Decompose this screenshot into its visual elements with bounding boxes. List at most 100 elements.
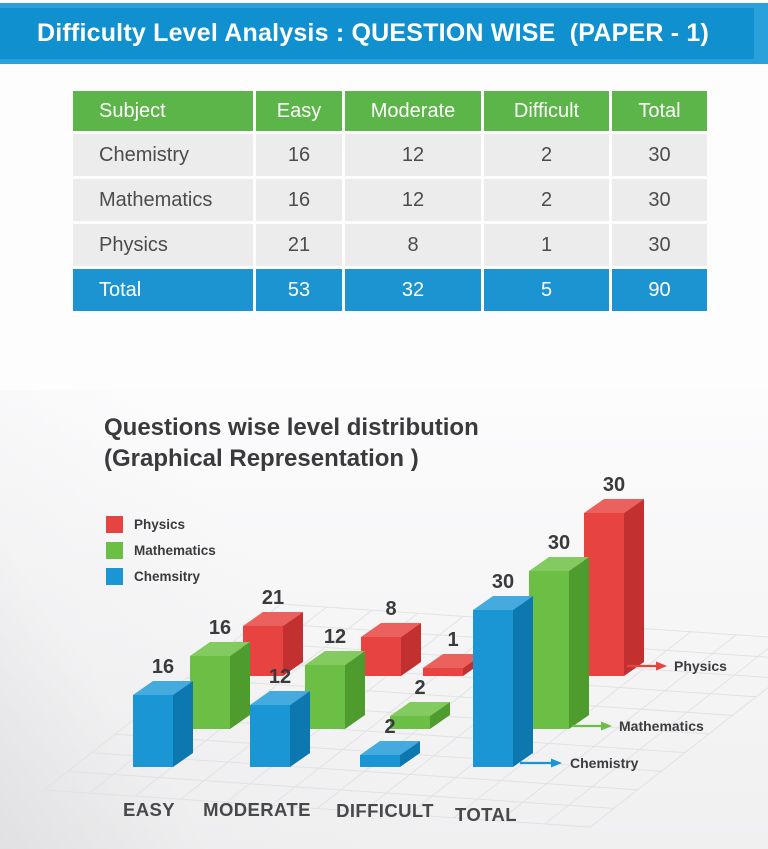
bar-chart-canvas: 21 8 1 30 Physics 16 12 2 30 Mathematics 16 12 2 30 Ch… xyxy=(43,474,768,828)
col-header-total: Total xyxy=(612,91,707,131)
legend-item-physics: Physics xyxy=(106,516,216,533)
cell-subject: Mathematics xyxy=(73,179,253,221)
bar-side-face xyxy=(513,596,533,767)
difficulty-table-section: Subject Easy Moderate Difficult Total Ch… xyxy=(70,88,710,314)
bar-side-face xyxy=(430,702,450,729)
chart-section: Questions wise level distribution (Graph… xyxy=(0,390,768,849)
cell-total-label: Total xyxy=(73,269,253,311)
cell-total-value: 90 xyxy=(612,269,707,311)
cell-value: 30 xyxy=(612,179,707,221)
series-mathematics: 16 12 2 30 Mathematics xyxy=(190,532,704,734)
cell-value: 16 xyxy=(256,134,342,176)
cell-total-value: 5 xyxy=(484,269,609,311)
bar-mathematics-easy xyxy=(190,656,230,729)
table-header-row: Subject Easy Moderate Difficult Total xyxy=(73,91,707,131)
table-total-row: Total 53 32 5 90 xyxy=(73,269,707,311)
cell-value: 8 xyxy=(345,224,481,266)
bar-value-label: 30 xyxy=(492,571,514,593)
bar-value-label: 12 xyxy=(324,626,346,648)
cell-total-value: 53 xyxy=(256,269,342,311)
bar-mathematics-total xyxy=(529,571,569,729)
cell-value: 12 xyxy=(345,134,481,176)
category-label: MODERATE xyxy=(203,799,311,820)
col-header-subject: Subject xyxy=(73,91,253,131)
difficulty-table: Subject Easy Moderate Difficult Total Ch… xyxy=(70,88,710,314)
series-arrow-head xyxy=(601,721,612,731)
col-header-easy: Easy xyxy=(256,91,342,131)
legend-swatch-physics xyxy=(106,516,123,533)
cell-value: 30 xyxy=(612,224,707,266)
legend-label: Physics xyxy=(134,517,186,532)
legend-item-mathematics: Mathematics xyxy=(106,542,216,559)
bar-side-face xyxy=(290,691,310,767)
bar-value-label: 8 xyxy=(385,598,396,620)
table-row-mathematics: Mathematics 16 12 2 30 xyxy=(73,179,707,221)
bar-side-face xyxy=(230,642,250,729)
bar-side-face xyxy=(401,623,421,676)
legend-label: Mathematics xyxy=(134,543,216,558)
cell-value: 2 xyxy=(484,179,609,221)
chart-legend: Physics Mathematics Chemsitry xyxy=(106,516,216,594)
bar-mathematics-moderate xyxy=(305,665,345,729)
banner-main: Difficulty Level Analysis : QUESTION WIS… xyxy=(0,8,754,59)
series-arrow-head xyxy=(656,661,667,671)
cell-value: 2 xyxy=(484,134,609,176)
category-label: DIFFICULT xyxy=(336,800,434,821)
chart-title-line1: Questions wise level distribution xyxy=(104,414,479,441)
cell-total-value: 32 xyxy=(345,269,481,311)
bar-value-label: 16 xyxy=(209,617,231,639)
cell-value: 1 xyxy=(484,224,609,266)
bar-physics-total xyxy=(584,513,624,676)
bar-chemistry-difficult xyxy=(360,755,400,767)
cell-value: 21 xyxy=(256,224,342,266)
bar-physics-difficult xyxy=(423,668,463,676)
bar-value-label: 30 xyxy=(548,532,570,554)
bar-value-label: 30 xyxy=(603,474,625,496)
bar-chemistry-easy xyxy=(133,695,173,767)
category-label: TOTAL xyxy=(455,804,517,825)
legend-swatch-mathematics xyxy=(106,542,123,559)
series-arrow-head xyxy=(551,758,562,768)
bar-side-face xyxy=(345,651,365,729)
bar-side-face xyxy=(173,681,193,767)
bar-side-face xyxy=(400,741,420,767)
chart-title-line2: (Graphical Representation ) xyxy=(104,445,419,472)
table-row-chemistry: Chemistry 16 12 2 30 xyxy=(73,134,707,176)
bar-side-face xyxy=(283,612,303,676)
cell-value: 16 xyxy=(256,179,342,221)
legend-item-chemistry: Chemsitry xyxy=(106,568,216,585)
bar-chemistry-moderate xyxy=(250,705,290,767)
page-title: Difficulty Level Analysis : QUESTION WIS… xyxy=(37,19,710,47)
chart-title: Questions wise level distribution (Graph… xyxy=(104,412,479,474)
bar-value-label: 1 xyxy=(447,629,458,651)
bar-physics-moderate xyxy=(361,637,401,676)
col-header-moderate: Moderate xyxy=(345,91,481,131)
bar-value-label: 2 xyxy=(414,677,425,699)
bar-value-label: 12 xyxy=(269,666,291,688)
cell-value: 12 xyxy=(345,179,481,221)
category-label: EASY xyxy=(123,799,175,820)
bar-side-face xyxy=(624,499,644,676)
floor-grid-line xyxy=(589,686,768,828)
bar-chemistry-total xyxy=(473,610,513,767)
floor-grid-line xyxy=(43,789,591,828)
floor-grid-line xyxy=(186,677,733,716)
table-row-physics: Physics 21 8 1 30 xyxy=(73,224,707,266)
cell-value: 30 xyxy=(612,134,707,176)
series-arrow-label: Physics xyxy=(674,658,727,674)
cell-subject: Physics xyxy=(73,224,253,266)
series-arrow-label: Mathematics xyxy=(619,718,704,734)
bar-value-label: 16 xyxy=(152,656,174,678)
bar-side-face xyxy=(569,557,589,729)
legend-label: Chemsitry xyxy=(134,569,201,584)
legend-swatch-chemistry xyxy=(106,568,123,585)
floor-grid-line xyxy=(67,770,614,809)
col-header-difficult: Difficult xyxy=(484,91,609,131)
bar-value-label: 21 xyxy=(262,587,284,609)
series-arrow-label: Chemistry xyxy=(570,755,639,771)
cell-subject: Chemistry xyxy=(73,134,253,176)
bar-value-label: 2 xyxy=(384,716,395,738)
bar-mathematics-difficult xyxy=(390,716,430,729)
